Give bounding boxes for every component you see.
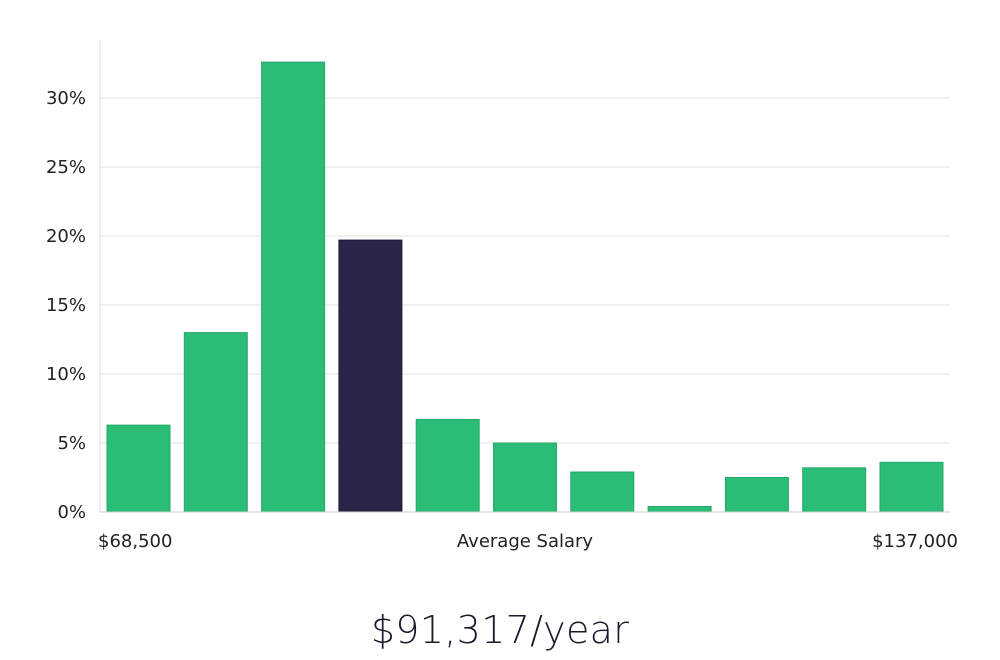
bar (802, 467, 867, 513)
salary-histogram: 0% 5% 10% 15% 20% 25% 30% $68,500 Average Sala… (46, 40, 958, 552)
y-tick-label: 15% (46, 295, 86, 316)
y-tick-label: 10% (46, 364, 86, 385)
y-tick-label: 25% (46, 157, 86, 178)
y-tick-label: 20% (46, 226, 86, 247)
bar (261, 61, 326, 513)
bars (106, 61, 944, 513)
bar (415, 419, 480, 513)
bar (106, 424, 171, 513)
y-axis-ticks: 0% 5% 10% 15% 20% 25% 30% (46, 88, 86, 523)
bar-highlighted (338, 239, 403, 513)
x-axis-title: Average Salary (457, 531, 594, 552)
bar (724, 477, 789, 513)
y-tick-label: 5% (57, 433, 86, 454)
bar (647, 506, 712, 513)
bar (493, 442, 557, 513)
x-max-label: $137,000 (872, 531, 958, 552)
bar (183, 332, 248, 513)
bar (879, 461, 944, 513)
y-tick-label: 0% (57, 502, 86, 523)
x-min-label: $68,500 (98, 531, 172, 552)
average-salary-value: $91,317/year (370, 608, 630, 652)
bar (570, 471, 635, 513)
y-tick-label: 30% (46, 88, 86, 109)
